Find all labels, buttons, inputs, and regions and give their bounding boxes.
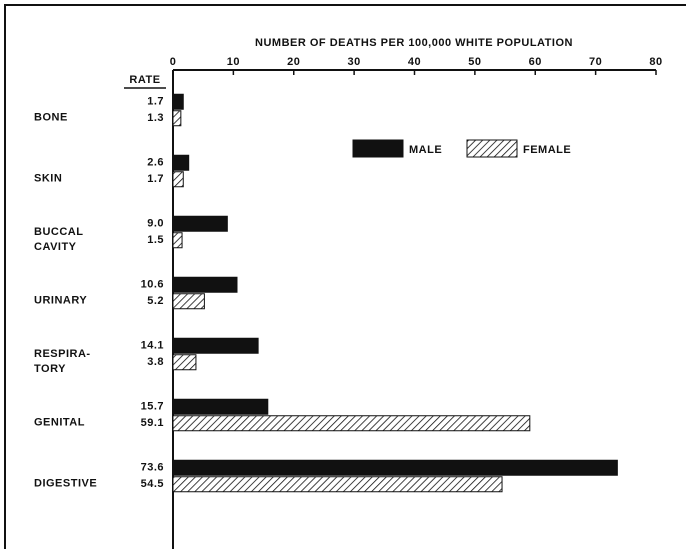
bar (172, 93, 184, 110)
legend-swatch (352, 139, 404, 158)
category-label: URINARY (34, 294, 87, 306)
category-label: BUCCAL (34, 226, 83, 238)
rate-label: 54.5 (141, 478, 164, 490)
rate-label: 15.7 (141, 401, 164, 413)
category-label: CAVITY (34, 241, 77, 253)
category-label: GENITAL (34, 416, 85, 428)
bar (172, 476, 503, 493)
rate-label: 1.7 (147, 173, 164, 185)
x-tick-label: 50 (468, 56, 481, 68)
frame (4, 4, 686, 549)
legend-swatch (466, 139, 518, 158)
rate-label: 9.0 (147, 218, 164, 230)
bar (172, 398, 269, 415)
bar (172, 171, 184, 188)
x-tick-label: 40 (408, 56, 421, 68)
bar (172, 459, 618, 476)
category-label: RESPIRA- (34, 348, 91, 360)
bar (172, 293, 205, 310)
bar (172, 154, 190, 171)
x-tick-label: 80 (649, 56, 662, 68)
x-tick-label: 0 (170, 56, 177, 68)
x-tick-label: 30 (348, 56, 361, 68)
x-tick-label: 60 (529, 56, 542, 68)
rate-label: 1.5 (147, 234, 164, 246)
rate-label: 73.6 (141, 462, 164, 474)
rate-label: 1.3 (147, 112, 164, 124)
rate-label: 14.1 (141, 340, 164, 352)
x-axis-label: NUMBER OF DEATHS PER 100,000 WHITE POPUL… (255, 37, 573, 49)
bar (172, 354, 197, 371)
category-label: TORY (34, 363, 66, 375)
rate-label: 10.6 (141, 279, 164, 291)
legend-label: FEMALE (523, 144, 571, 156)
rate-label: 5.2 (147, 295, 164, 307)
category-label: BONE (34, 111, 68, 123)
bar (172, 337, 259, 354)
legend-label: MALE (409, 144, 442, 156)
bar (172, 415, 531, 432)
x-tick-label: 10 (227, 56, 240, 68)
rate-label: 1.7 (147, 96, 164, 108)
rate-label: 3.8 (147, 356, 164, 368)
rate-heading: RATE (129, 74, 160, 86)
rate-label: 2.6 (147, 157, 164, 169)
bar (172, 276, 238, 293)
category-label: SKIN (34, 172, 62, 184)
bar (172, 232, 183, 249)
rate-label: 59.1 (141, 417, 164, 429)
x-tick-label: 20 (287, 56, 300, 68)
bar (172, 215, 228, 232)
category-label: DIGESTIVE (34, 477, 97, 489)
bar (172, 110, 182, 127)
x-tick-label: 70 (589, 56, 602, 68)
